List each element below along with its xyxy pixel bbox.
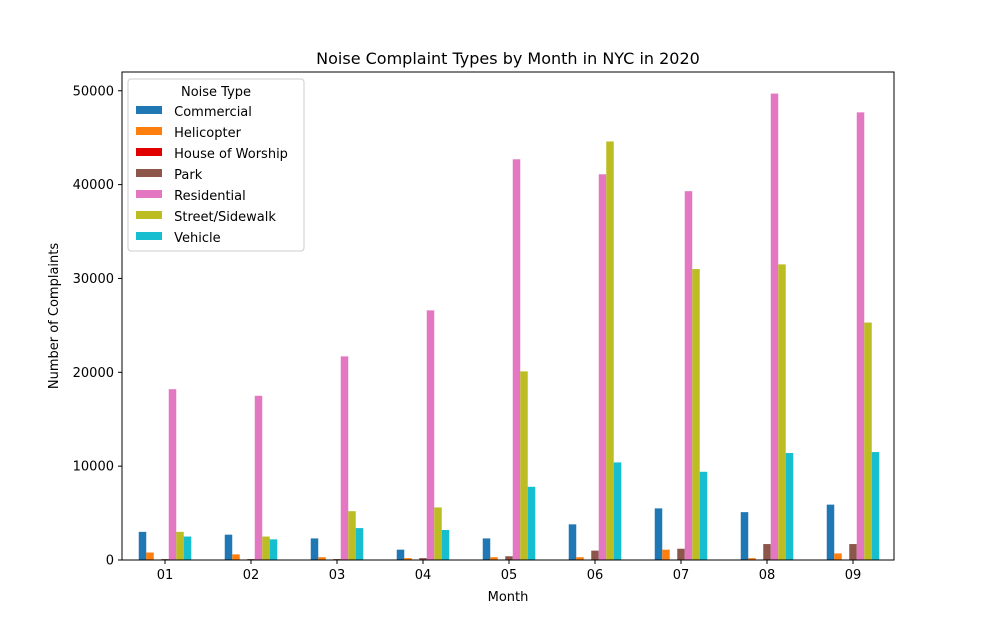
legend-swatch <box>136 148 162 156</box>
bar-park-04 <box>419 558 427 560</box>
bar-helicopter-08 <box>748 558 756 560</box>
x-tick-label: 01 <box>157 568 174 583</box>
bar-street-sidewalk-01 <box>176 531 184 560</box>
legend: Noise Type Commercial Helicopter House o… <box>127 78 305 252</box>
legend-label: Helicopter <box>170 126 242 141</box>
x-tick-label: 05 <box>501 568 518 583</box>
legend-label: Commercial <box>170 105 252 120</box>
legend-swatch <box>136 106 162 114</box>
x-tick-label: 06 <box>587 568 604 583</box>
bar-residential-09 <box>856 112 865 560</box>
x-tick-label: 02 <box>243 568 260 583</box>
bar-commercial-01 <box>138 531 147 560</box>
bar-residential-06 <box>598 174 607 561</box>
legend-swatch <box>136 190 162 198</box>
bar-vehicle-05 <box>527 486 536 560</box>
y-tick-label: 10000 <box>73 460 114 475</box>
x-axis-label: Month <box>488 590 529 605</box>
bar-commercial-04 <box>396 549 405 560</box>
bar-park-07 <box>677 548 685 560</box>
bar-vehicle-04 <box>441 529 450 560</box>
bar-helicopter-01 <box>146 552 154 560</box>
bar-commercial-02 <box>224 534 233 560</box>
bar-commercial-03 <box>310 538 319 560</box>
bar-helicopter-07 <box>662 549 670 560</box>
legend-swatch <box>136 127 162 135</box>
plot-frame <box>121 71 895 561</box>
legend-label: Residential <box>170 189 246 204</box>
bars-group <box>138 93 880 561</box>
bar-helicopter-05 <box>490 557 498 560</box>
bar-park-06 <box>591 550 599 560</box>
x-tick-label: 03 <box>329 568 346 583</box>
bar-commercial-05 <box>482 538 491 560</box>
x-tick-label: 08 <box>759 568 776 583</box>
bar-helicopter-02 <box>232 554 240 560</box>
bar-street-sidewalk-03 <box>348 511 356 560</box>
legend-label: Park <box>170 168 203 183</box>
bar-commercial-06 <box>568 524 577 560</box>
legend-box <box>127 78 305 252</box>
bar-vehicle-07 <box>699 471 708 560</box>
y-tick-label: 50000 <box>73 84 114 99</box>
legend-swatch <box>136 232 162 240</box>
y-tick-label: 30000 <box>73 272 114 287</box>
bar-park-05 <box>505 556 513 560</box>
y-axis-label: Number of Complaints <box>47 243 62 389</box>
bar-helicopter-04 <box>404 558 412 560</box>
bar-street-sidewalk-09 <box>864 322 872 560</box>
bar-street-sidewalk-04 <box>434 507 442 560</box>
bar-vehicle-09 <box>871 452 880 560</box>
y-tick-label: 20000 <box>73 366 114 381</box>
bar-residential-01 <box>168 389 177 560</box>
x-tick-label: 09 <box>845 568 862 583</box>
bar-residential-04 <box>426 310 435 560</box>
bar-vehicle-01 <box>183 536 192 560</box>
legend-swatch <box>136 169 162 177</box>
bar-residential-05 <box>512 159 521 560</box>
legend-label: Street/Sidewalk <box>170 210 276 225</box>
bar-park-09 <box>849 544 857 560</box>
bar-street-sidewalk-07 <box>692 269 700 560</box>
legend-swatch <box>136 211 162 219</box>
bar-commercial-09 <box>826 504 835 560</box>
bar-residential-02 <box>254 395 263 560</box>
bar-street-sidewalk-08 <box>778 264 786 560</box>
bar-helicopter-09 <box>834 553 842 560</box>
chart-title: Noise Complaint Types by Month in NYC in… <box>316 49 700 68</box>
y-axis: 0 10000 20000 30000 40000 50000 <box>73 84 122 569</box>
bar-residential-07 <box>684 191 693 560</box>
bar-helicopter-06 <box>576 557 584 560</box>
bar-helicopter-03 <box>318 557 326 560</box>
y-tick-label: 40000 <box>73 178 114 193</box>
bar-street-sidewalk-05 <box>520 371 528 560</box>
bar-residential-08 <box>770 93 779 560</box>
bar-vehicle-06 <box>613 462 622 560</box>
bar-commercial-07 <box>654 508 663 560</box>
legend-label: House of Worship <box>170 147 288 162</box>
bar-street-sidewalk-06 <box>606 141 614 560</box>
x-axis: 01 02 03 04 05 06 07 08 09 <box>157 560 862 583</box>
y-tick-label: 0 <box>106 554 114 569</box>
legend-items: Commercial Helicopter House of Worship P… <box>136 105 288 246</box>
legend-title: Noise Type <box>181 85 251 100</box>
bar-park-08 <box>763 544 771 560</box>
x-tick-label: 04 <box>415 568 432 583</box>
legend-label: Vehicle <box>170 231 221 246</box>
bar-residential-03 <box>340 356 349 560</box>
bar-vehicle-08 <box>785 453 794 560</box>
bar-street-sidewalk-02 <box>262 536 270 560</box>
bar-vehicle-02 <box>269 539 278 560</box>
x-tick-label: 07 <box>673 568 690 583</box>
bar-vehicle-03 <box>355 528 364 560</box>
bar-commercial-08 <box>740 512 749 560</box>
